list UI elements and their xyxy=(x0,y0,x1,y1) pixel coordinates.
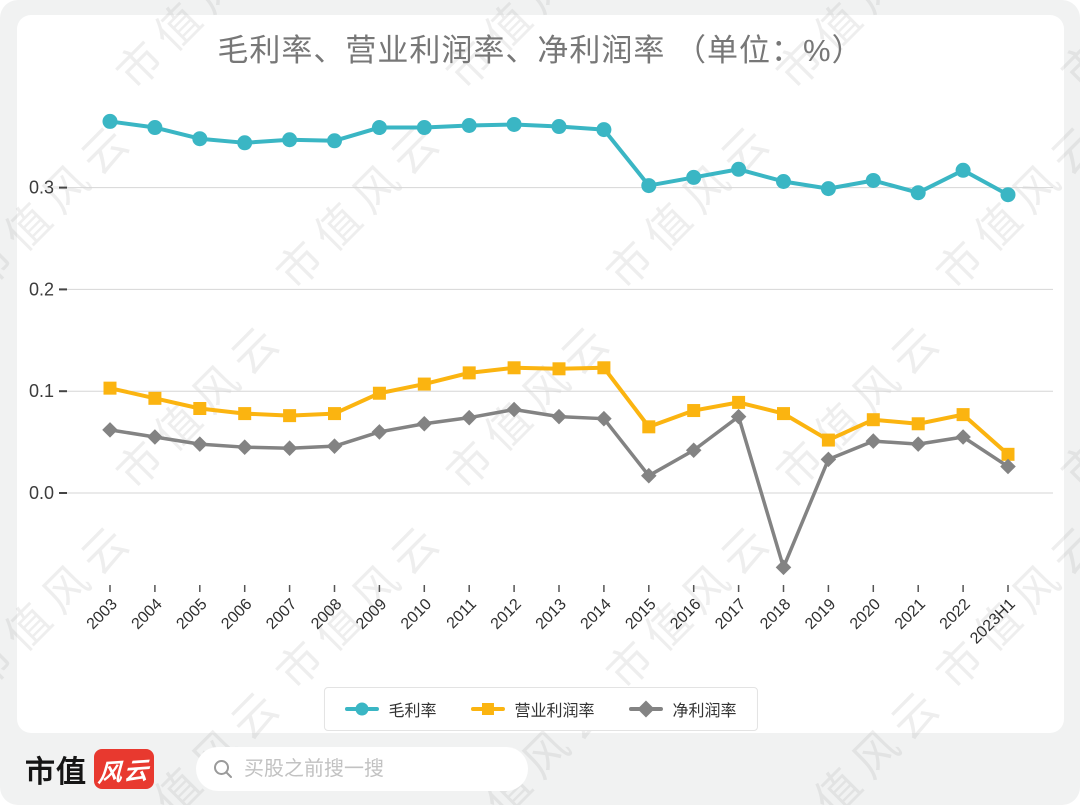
legend-item-net-margin[interactable]: 净利润率 xyxy=(628,697,737,721)
legend-label: 净利润率 xyxy=(672,703,737,720)
footer-bar: 市值 风云 xyxy=(0,733,1080,805)
page-title: 毛利率、营业利润率、净利润率 （单位：%） xyxy=(217,33,864,68)
svg-text:2008: 2008 xyxy=(308,596,345,633)
svg-text:2007: 2007 xyxy=(263,596,300,633)
legend-item-gross-margin[interactable]: 毛利率 xyxy=(344,697,436,721)
svg-text:2016: 2016 xyxy=(667,596,704,633)
svg-text:2005: 2005 xyxy=(173,596,210,633)
svg-text:2021: 2021 xyxy=(892,596,929,633)
search-box[interactable] xyxy=(196,747,528,791)
svg-text:2013: 2013 xyxy=(533,596,570,633)
brand-badge-text: 风云 xyxy=(97,756,151,788)
legend-label: 毛利率 xyxy=(388,703,437,720)
svg-text:2004: 2004 xyxy=(129,596,166,633)
svg-text:2022: 2022 xyxy=(937,596,974,633)
brand-text: 市值 xyxy=(25,756,87,789)
svg-text:2020: 2020 xyxy=(847,596,884,633)
brand-badge: 风云 xyxy=(94,749,154,789)
svg-text:2018: 2018 xyxy=(757,596,794,633)
svg-text:2023H1: 2023H1 xyxy=(967,596,1019,648)
chart-area: 毛利率、营业利润率、净利润率 （单位：%） 0.0 0.1 0.2 0.3 2003 20… xyxy=(17,15,1064,733)
line-marker-icon xyxy=(470,703,505,715)
svg-text:2006: 2006 xyxy=(218,596,255,633)
svg-text:0.3: 0.3 xyxy=(29,178,54,198)
chart-svg: 0.0 0.1 0.2 0.3 2003 2004 2005 2006 2007 2008 2009… xyxy=(29,113,1053,648)
svg-text:2019: 2019 xyxy=(802,596,839,633)
search-input[interactable] xyxy=(242,756,512,782)
search-icon xyxy=(214,760,232,778)
svg-text:2003: 2003 xyxy=(84,596,121,633)
svg-text:2011: 2011 xyxy=(444,596,480,632)
svg-text:2017: 2017 xyxy=(712,596,749,633)
svg-text:0.0: 0.0 xyxy=(29,483,54,503)
legend-item-operating-margin[interactable]: 营业利润率 xyxy=(470,697,595,721)
legend-label: 营业利润率 xyxy=(514,703,595,720)
svg-text:2015: 2015 xyxy=(622,596,659,633)
line-marker-icon xyxy=(344,702,379,716)
svg-text:0.2: 0.2 xyxy=(29,279,54,299)
chart-legend: 毛利率 营业利润率 净利润率 xyxy=(323,687,758,731)
svg-text:2009: 2009 xyxy=(353,596,390,633)
line-marker-icon xyxy=(628,700,663,718)
svg-text:2012: 2012 xyxy=(488,596,525,633)
svg-text:2010: 2010 xyxy=(398,596,435,633)
svg-text:2014: 2014 xyxy=(578,596,615,633)
svg-text:0.1: 0.1 xyxy=(29,381,54,401)
